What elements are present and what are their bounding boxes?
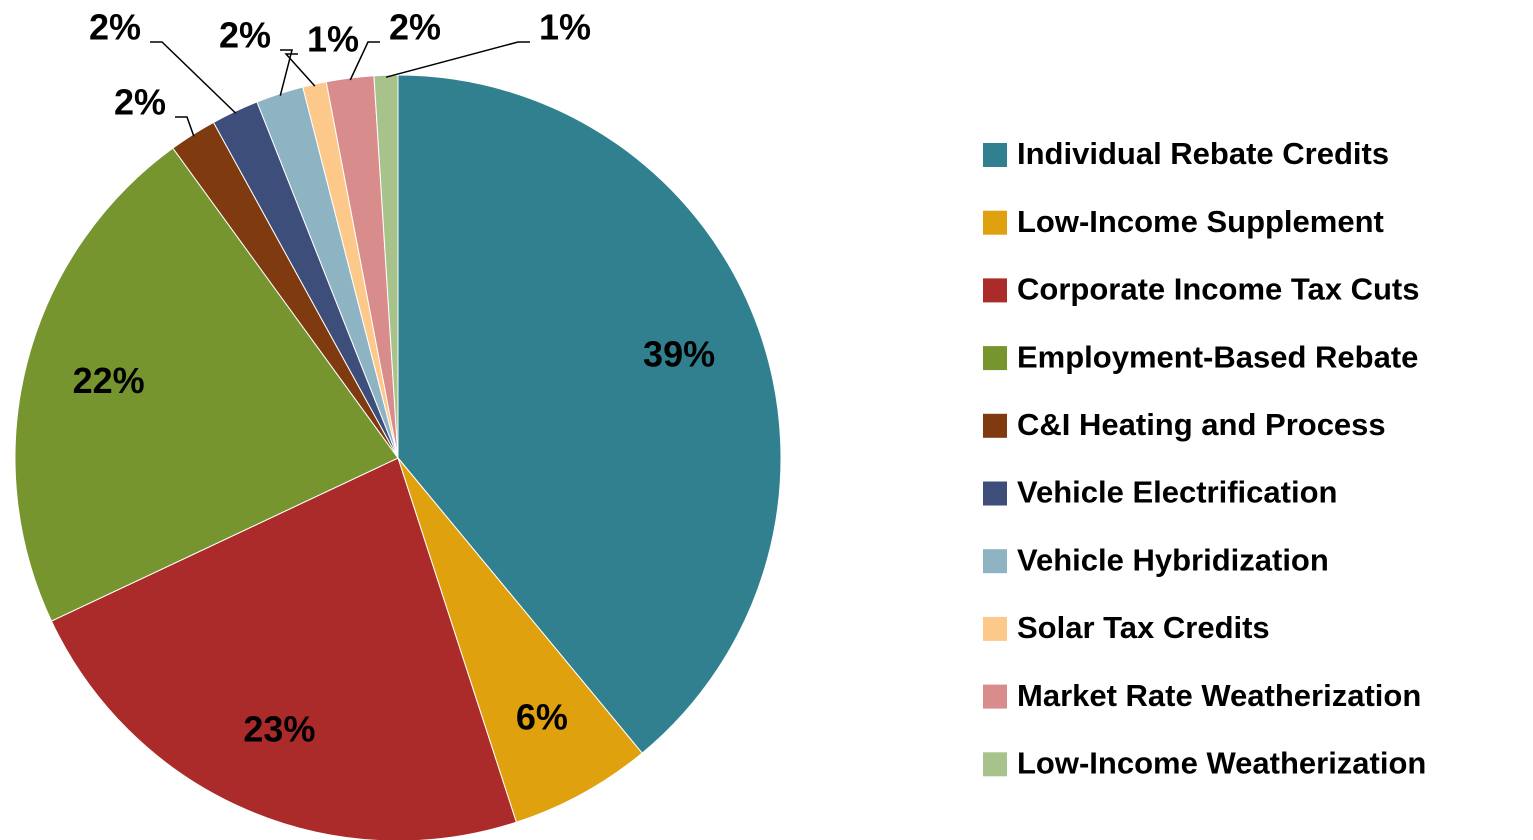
legend-label: Solar Tax Credits bbox=[1017, 610, 1270, 645]
legend-label: Market Rate Weatherization bbox=[1017, 678, 1421, 713]
legend-swatch bbox=[983, 346, 1007, 371]
legend-label: Vehicle Electrification bbox=[1017, 475, 1337, 510]
slice-label: 2% bbox=[89, 7, 141, 48]
pie-slice bbox=[50, 457, 517, 840]
slice-label: 2% bbox=[114, 82, 166, 123]
slice-label: 2% bbox=[219, 15, 271, 56]
legend-label: C&I Heating and Process bbox=[1017, 407, 1386, 442]
slice-label: 2% bbox=[389, 7, 441, 48]
pie-slice bbox=[14, 147, 399, 622]
legend-label: Individual Rebate Credits bbox=[1017, 136, 1389, 171]
legend-swatch bbox=[983, 752, 1007, 777]
leader-line bbox=[175, 116, 195, 137]
leader-line bbox=[279, 49, 293, 96]
slice-label: 6% bbox=[516, 696, 568, 737]
leader-line bbox=[284, 53, 316, 87]
slice-label: 1% bbox=[539, 7, 591, 48]
pie-slice bbox=[397, 457, 643, 823]
legend-label: Low-Income Weatherization bbox=[1017, 745, 1426, 780]
slice-label: 23% bbox=[243, 709, 315, 750]
legend-swatch bbox=[983, 481, 1007, 506]
slice-label: 22% bbox=[73, 360, 145, 401]
legend-swatch bbox=[983, 413, 1007, 438]
legend-swatch bbox=[983, 684, 1007, 709]
legend-label: Corporate Income Tax Cuts bbox=[1017, 272, 1420, 307]
leader-line bbox=[385, 41, 530, 78]
pie-slice bbox=[373, 74, 399, 459]
pie-slice bbox=[397, 74, 782, 754]
slice-label: 39% bbox=[643, 333, 715, 374]
legend-swatch bbox=[983, 616, 1007, 641]
legend-label: Vehicle Hybridization bbox=[1017, 542, 1329, 577]
slice-label: 1% bbox=[307, 19, 359, 60]
legend-swatch bbox=[983, 210, 1007, 235]
leader-line bbox=[150, 41, 237, 114]
legend-swatch bbox=[983, 278, 1007, 303]
legend-swatch bbox=[983, 143, 1007, 167]
legend-label: Low-Income Supplement bbox=[1017, 204, 1384, 239]
legend-swatch bbox=[983, 549, 1007, 574]
leader-line bbox=[349, 41, 380, 81]
legend-label: Employment-Based Rebate bbox=[1017, 339, 1418, 374]
